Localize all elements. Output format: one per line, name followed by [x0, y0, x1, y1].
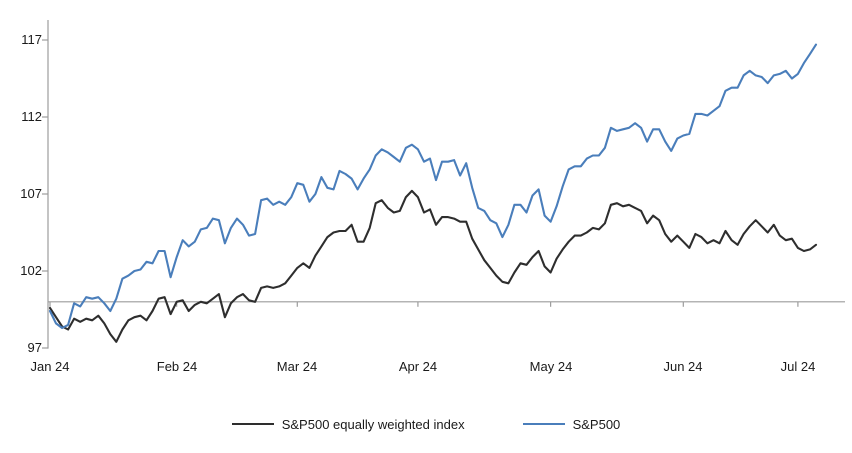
y-axis-tick-label: 102 [20, 263, 42, 278]
legend-item-sp500: S&P500 [522, 416, 621, 432]
x-axis-tick-label: Jul 24 [780, 359, 816, 374]
x-axis-tick-label: Feb 24 [156, 359, 198, 374]
chart-legend: S&P500 equally weighted index S&P500 [0, 412, 852, 436]
x-axis-tick-label: Mar 24 [276, 359, 318, 374]
y-axis-tick-label: 107 [20, 186, 42, 201]
x-axis-tick-label: May 24 [529, 359, 573, 374]
y-axis-tick-label: 97 [27, 340, 42, 355]
legend-label: S&P500 equally weighted index [281, 416, 465, 432]
y-axis-tick-label: 112 [21, 109, 42, 124]
legend-item-equal-weight: S&P500 equally weighted index [231, 416, 465, 432]
sp500-line-swatch [522, 423, 565, 425]
x-axis-tick-label: Apr 24 [398, 359, 438, 374]
x-axis-tick-label: Jan 24 [30, 359, 70, 374]
y-axis-tick-label: 117 [21, 32, 42, 47]
legend-label: S&P500 [572, 416, 621, 432]
x-axis-tick-label: Jun 24 [663, 359, 703, 374]
equal-weight-line-swatch [231, 423, 274, 425]
